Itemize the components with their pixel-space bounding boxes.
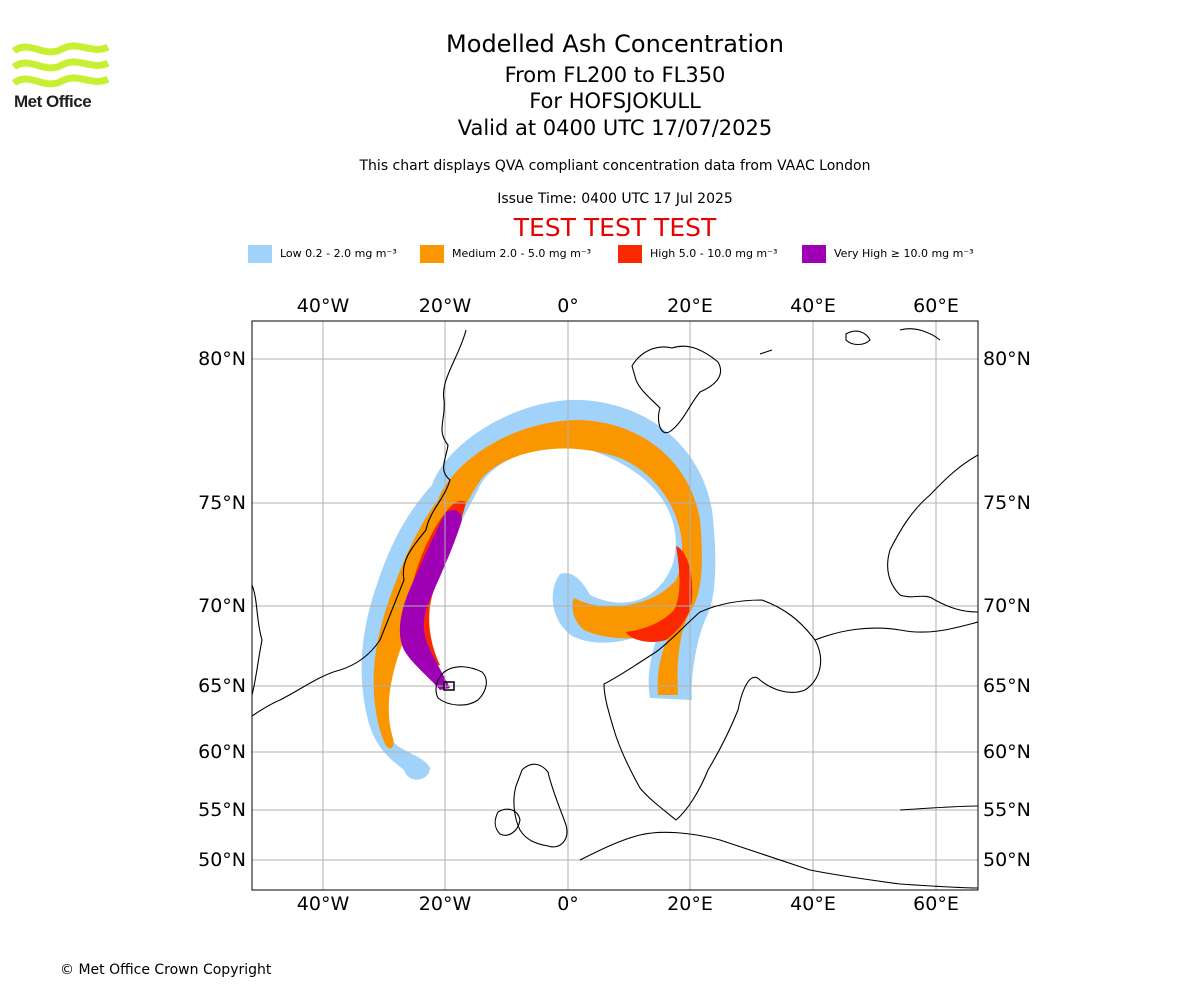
chart-title: Modelled Ash Concentration	[446, 30, 784, 58]
lat-label-65n-right: 65°N	[983, 675, 1031, 697]
lat-label-60n-right: 60°N	[983, 741, 1031, 763]
coastlines	[252, 328, 978, 889]
copyright-notice: © Met Office Crown Copyright	[60, 962, 272, 978]
chart-description: This chart displays QVA compliant concen…	[359, 158, 871, 174]
legend-swatch-very-high	[802, 245, 826, 263]
latitude-labels-left: 80°N 75°N 70°N 65°N 60°N 55°N 50°N	[198, 348, 246, 871]
legend-swatch-medium	[420, 245, 444, 263]
lon-label-20e-bottom: 20°E	[667, 893, 713, 915]
lat-label-70n-left: 70°N	[198, 595, 246, 617]
latitude-labels-right: 80°N 75°N 70°N 65°N 60°N 55°N 50°N	[983, 348, 1031, 871]
volcano-name: For HOFSJOKULL	[529, 89, 701, 113]
lat-label-60n-left: 60°N	[198, 741, 246, 763]
map-frame	[251, 320, 979, 891]
lon-label-40w-bottom: 40°W	[297, 893, 350, 915]
volcano-source-marker	[443, 681, 455, 691]
legend-label-very-high: Very High ≥ 10.0 mg m⁻³	[834, 247, 974, 260]
longitude-labels-bottom: 40°W 20°W 0° 20°E 40°E 60°E	[297, 893, 959, 915]
lat-label-70n-right: 70°N	[983, 595, 1031, 617]
valid-time: Valid at 0400 UTC 17/07/2025	[457, 116, 773, 140]
issue-time: Issue Time: 0400 UTC 17 Jul 2025	[497, 191, 733, 207]
legend-label-low: Low 0.2 - 2.0 mg m⁻³	[280, 247, 397, 260]
lat-label-65n-left: 65°N	[198, 675, 246, 697]
lon-label-40e-top: 40°E	[790, 295, 836, 317]
lon-label-20w-top: 20°W	[419, 295, 472, 317]
lat-label-75n-right: 75°N	[983, 492, 1031, 514]
lat-label-55n-left: 55°N	[198, 799, 246, 821]
lon-label-20w-bottom: 20°W	[419, 893, 472, 915]
legend-label-medium: Medium 2.0 - 5.0 mg m⁻³	[452, 247, 592, 260]
met-office-logo-icon	[12, 42, 110, 88]
lon-label-60e-bottom: 60°E	[913, 893, 959, 915]
map-gridlines	[252, 321, 978, 890]
ash-medium-concentration-area	[373, 420, 702, 749]
lon-label-20e-top: 20°E	[667, 295, 713, 317]
lat-label-50n-right: 50°N	[983, 849, 1031, 871]
lat-label-80n-right: 80°N	[983, 348, 1031, 370]
lat-label-50n-left: 50°N	[198, 849, 246, 871]
lat-label-75n-left: 75°N	[198, 492, 246, 514]
legend-swatch-high	[618, 245, 642, 263]
lat-label-80n-left: 80°N	[198, 348, 246, 370]
legend-label-high: High 5.0 - 10.0 mg m⁻³	[650, 247, 778, 260]
lon-label-60e-top: 60°E	[913, 295, 959, 317]
lon-label-40w-top: 40°W	[297, 295, 350, 317]
test-banner: TEST TEST TEST	[513, 213, 717, 242]
longitude-labels-top: 40°W 20°W 0° 20°E 40°E 60°E	[297, 295, 959, 317]
lon-label-40e-bottom: 40°E	[790, 893, 836, 915]
lon-label-0-top: 0°	[557, 295, 579, 317]
flight-level-range: From FL200 to FL350	[504, 63, 726, 87]
ash-very-high-concentration-area	[399, 510, 462, 690]
lon-label-0-bottom: 0°	[557, 893, 579, 915]
legend-swatch-low	[248, 245, 272, 263]
brand-name: Met Office	[14, 92, 92, 111]
lat-label-55n-right: 55°N	[983, 799, 1031, 821]
